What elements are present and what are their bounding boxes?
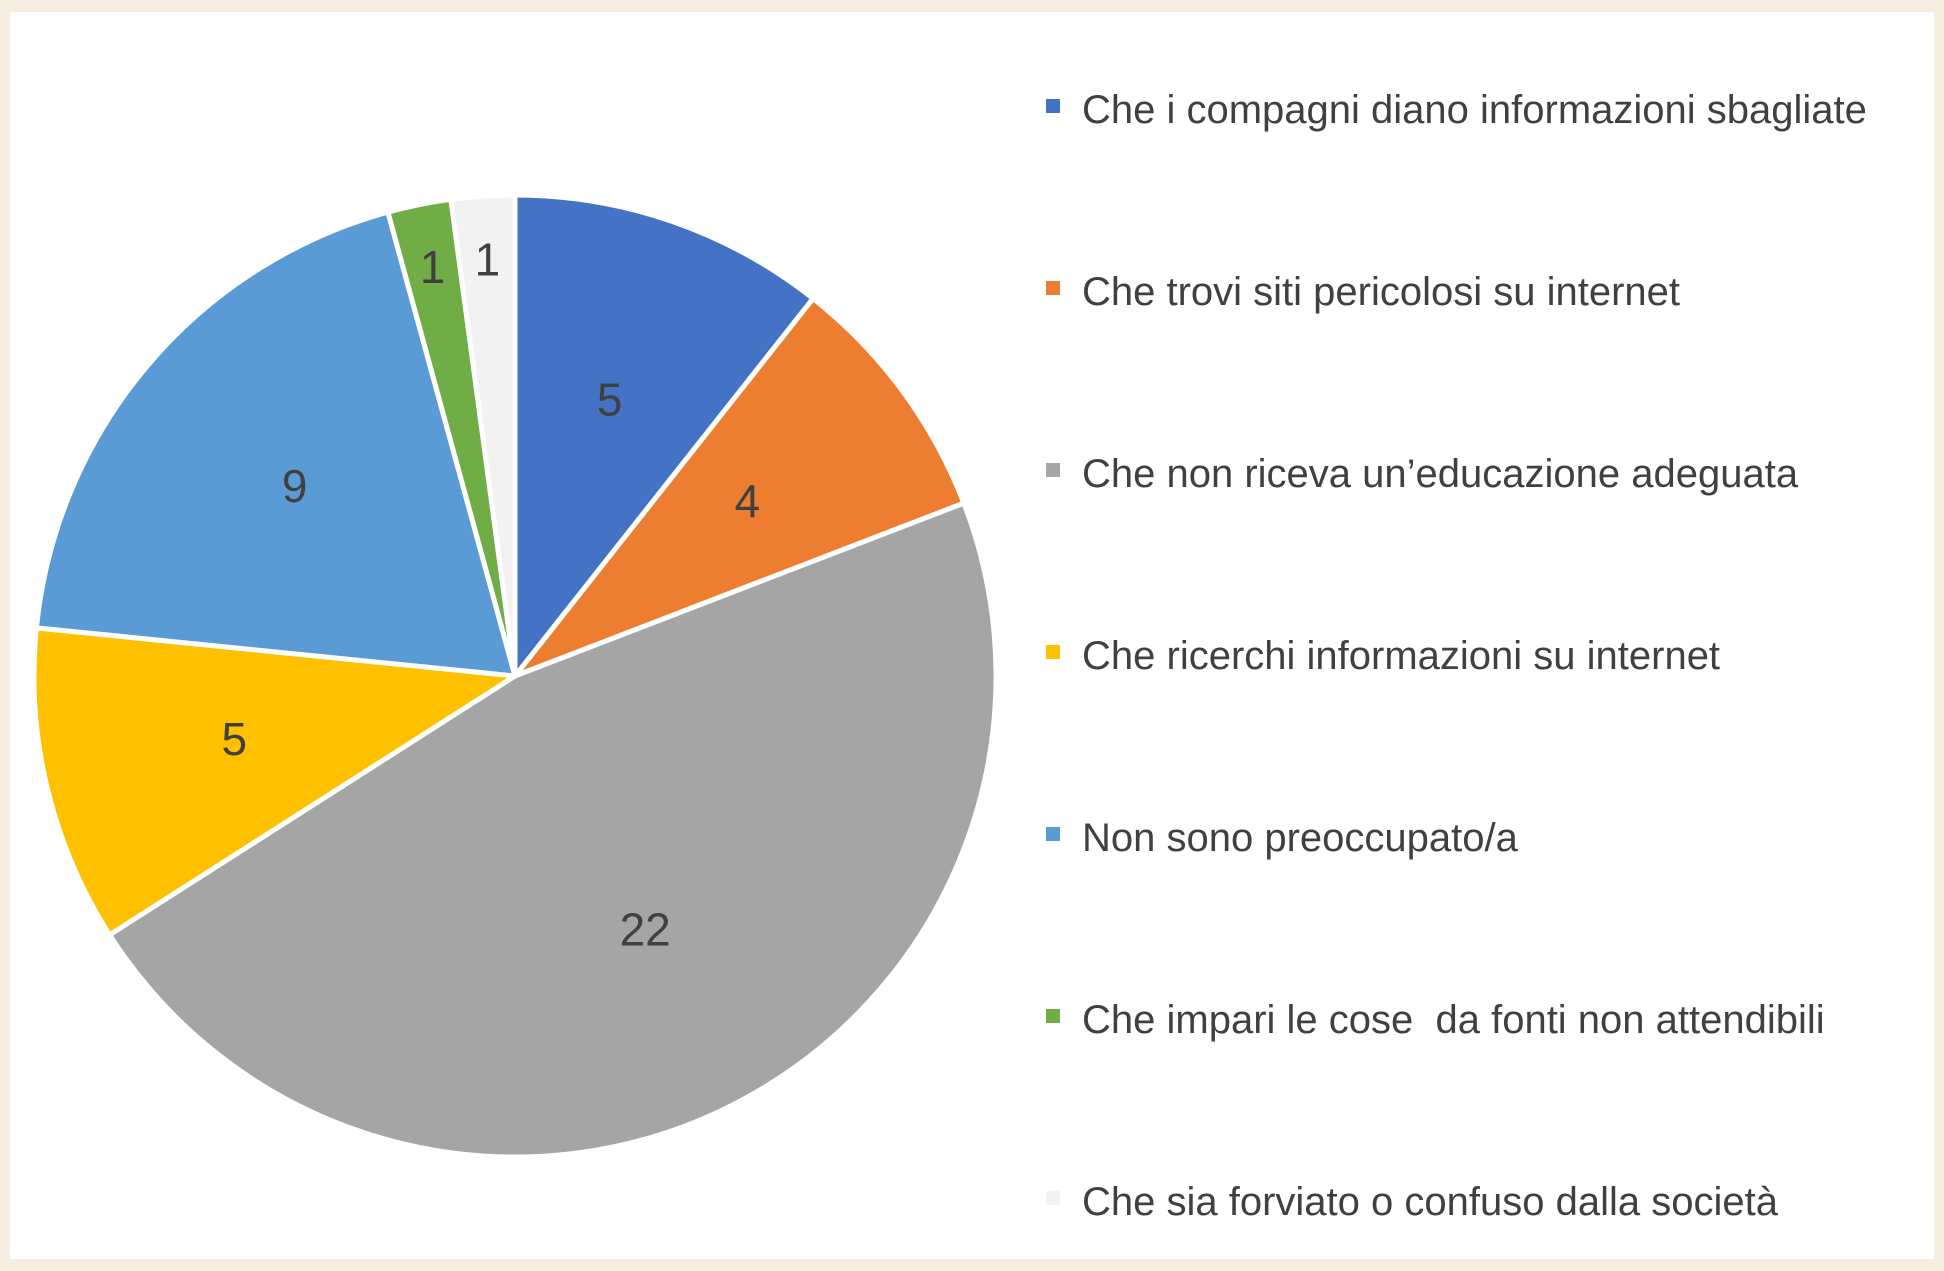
legend-item: Che ricerchi informazioni su internet [1040, 623, 1920, 689]
slice-label: 22 [620, 904, 671, 956]
slice-label: 9 [282, 460, 308, 512]
legend-item: Che impari le cose da fonti non attendib… [1040, 987, 1920, 1053]
slice-label: 5 [221, 713, 247, 765]
legend-swatch [1046, 1009, 1060, 1023]
legend-label: Che trovi siti pericolosi su internet [1082, 270, 1681, 314]
pie-slice [33, 209, 518, 679]
legend-item: Che non riceva un’educazione adeguata [1040, 441, 1920, 507]
legend-label: Che impari le cose da fonti non attendib… [1082, 998, 1825, 1042]
legend-swatch [1046, 1191, 1060, 1205]
legend-label: Non sono preoccupato/a [1082, 816, 1518, 860]
legend-swatch [1046, 463, 1060, 477]
legend-swatch [1046, 827, 1060, 841]
legend-label: Che non riceva un’educazione adeguata [1082, 452, 1799, 496]
legend-item: Che i compagni diano informazioni sbagli… [1040, 77, 1920, 143]
legend-item: Non sono preoccupato/a [1040, 805, 1920, 871]
legend-swatch [1046, 99, 1060, 113]
legend-swatch [1046, 645, 1060, 659]
slice-label: 5 [597, 374, 623, 426]
pie-slice [448, 192, 518, 679]
pie-slice [31, 625, 518, 938]
legend-item: Che sia forviato o confuso dalla società [1040, 1169, 1920, 1235]
pie-slice [512, 296, 967, 679]
slice-label: 1 [475, 233, 501, 285]
legend-label: Che ricerchi informazioni su internet [1082, 634, 1721, 678]
pie-slice [512, 192, 816, 679]
slice-label: 4 [735, 475, 761, 527]
pie-chart: 5 4 22 5 9 1 1 [31, 192, 999, 1160]
legend-label: Che i compagni diano informazioni sbagli… [1082, 88, 1867, 132]
legend-swatch [1046, 281, 1060, 295]
chart-panel: 5 4 22 5 9 1 1 Che i compagni diano informazio… [10, 12, 1934, 1259]
legend-label: Che sia forviato o confuso dalla società [1082, 1180, 1778, 1224]
pie-slice [107, 500, 999, 1160]
slice-label: 1 [420, 241, 446, 293]
legend-item: Che trovi siti pericolosi su internet [1040, 259, 1920, 325]
